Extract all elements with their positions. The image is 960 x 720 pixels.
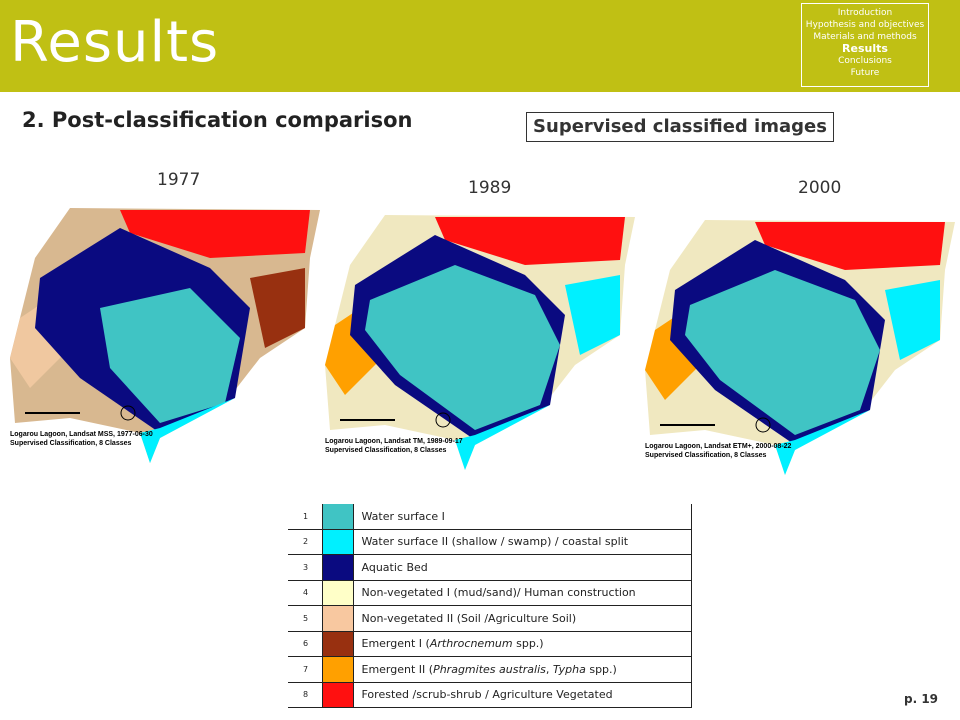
map-image: Logarou Lagoon, Landsat MSS, 1977-06-30 S… bbox=[10, 208, 320, 463]
map-caption: Supervised Classification, 8 Classes bbox=[325, 447, 446, 454]
east-area bbox=[250, 268, 305, 348]
label-part: Emergent I ( bbox=[361, 637, 430, 651]
map-caption: Supervised Classification, 8 Classes bbox=[645, 452, 766, 459]
class-label: Water surface II (shallow / swamp) / coa… bbox=[353, 529, 692, 555]
slide-title: Results bbox=[10, 10, 220, 75]
class-number: 8 bbox=[288, 682, 322, 708]
east-area bbox=[565, 275, 620, 355]
map-caption: Supervised Classification, 8 Classes bbox=[10, 440, 131, 447]
north-arrow bbox=[435, 412, 451, 428]
lagoon bbox=[100, 288, 240, 423]
map-year: 1989 bbox=[468, 178, 512, 198]
label-part: Aquatic Bed bbox=[361, 560, 428, 574]
lagoon bbox=[685, 270, 880, 435]
map-year: 2000 bbox=[798, 178, 842, 198]
label-part: Non-vegetated I (mud/sand)/ Human constr… bbox=[361, 586, 636, 600]
coast bbox=[775, 410, 870, 475]
nav-item: Results bbox=[842, 42, 888, 55]
legend-row: 7 Emergent II (Phragmites australis, Typh… bbox=[288, 656, 692, 683]
legend-row: 8 Forested /scrub-shrub / Agriculture Veg… bbox=[288, 682, 692, 708]
class-number: 7 bbox=[288, 656, 322, 683]
class-label: Emergent I (Arthrocnemum spp.) bbox=[353, 631, 692, 657]
north-area bbox=[120, 210, 310, 258]
map-caption: Logarou Lagoon, Landsat MSS, 1977-06-30 bbox=[10, 431, 153, 438]
label-part: Phragmites australis bbox=[433, 662, 546, 676]
map-caption: Logarou Lagoon, Landsat TM, 1989-09-17 bbox=[325, 438, 463, 445]
legend-row: 4 Non-vegetated I (mud/sand)/ Human const… bbox=[288, 580, 692, 606]
nav-box: Introduction Hypothesis and objectives Mat… bbox=[801, 3, 929, 87]
color-swatch bbox=[321, 580, 354, 606]
header-bar: Results Introduction Hypothesis and objec… bbox=[0, 0, 960, 92]
class-number: 5 bbox=[288, 605, 322, 632]
legend-row: 3 Aquatic Bed bbox=[288, 554, 692, 581]
subtitle: 2. Post-classification comparison bbox=[22, 108, 413, 132]
class-label: Water surface I bbox=[353, 504, 692, 530]
class-label: Forested /scrub-shrub / Agriculture Vege… bbox=[353, 682, 692, 708]
label-part: Typha bbox=[552, 662, 586, 676]
legend-row: 1 Water surface I bbox=[288, 504, 692, 530]
color-swatch bbox=[321, 682, 354, 708]
class-number: 6 bbox=[288, 631, 322, 657]
class-label: Non-vegetated I (mud/sand)/ Human constr… bbox=[353, 580, 692, 606]
label-part: spp.) bbox=[512, 637, 544, 651]
north-arrow bbox=[120, 405, 136, 421]
color-swatch bbox=[321, 554, 354, 581]
page-number: p. 19 bbox=[904, 692, 939, 706]
maps: Logarou Lagoon, Landsat MSS, 1977-06-30 S… bbox=[10, 208, 955, 475]
coast bbox=[140, 398, 235, 463]
class-number: 2 bbox=[288, 529, 322, 555]
map-year: 1977 bbox=[157, 170, 201, 190]
color-swatch bbox=[321, 605, 354, 632]
nav-item: Introduction bbox=[837, 8, 893, 18]
label-part: Water surface II (shallow / swamp) / coa… bbox=[361, 535, 629, 549]
legend-row: 2 Water surface II (shallow / swamp) / co… bbox=[288, 529, 692, 555]
color-swatch bbox=[321, 631, 354, 657]
boxed-heading: Supervised classified images bbox=[526, 112, 834, 142]
class-label: Non-vegetated II (Soil /Agriculture Soil… bbox=[353, 605, 692, 632]
color-swatch bbox=[321, 504, 354, 530]
nav-item: Materials and methods bbox=[813, 32, 917, 42]
label-part: , bbox=[545, 662, 553, 676]
legend-table: 1 Water surface I 2 Water surface II (shall… bbox=[288, 504, 692, 708]
north-arrow bbox=[755, 417, 771, 433]
label-part: Non-vegetated II (Soil /Agriculture Soil… bbox=[361, 611, 577, 625]
nav-item: Hypothesis and objectives bbox=[805, 20, 925, 30]
coast bbox=[455, 405, 550, 470]
nav-item: Conclusions bbox=[838, 56, 892, 66]
label-part: Emergent II ( bbox=[361, 662, 434, 676]
label-part: Water surface I bbox=[361, 509, 445, 523]
east-area bbox=[885, 280, 940, 360]
class-number: 1 bbox=[288, 504, 322, 530]
color-swatch bbox=[321, 529, 354, 555]
nav-item: Future bbox=[850, 68, 880, 78]
map-image: Logarou Lagoon, Landsat TM, 1989-09-17 Su… bbox=[325, 215, 635, 470]
class-number: 3 bbox=[288, 554, 322, 581]
label-part: Forested /scrub-shrub / Agriculture Vege… bbox=[361, 688, 613, 702]
label-part: spp.) bbox=[585, 662, 617, 676]
lagoon bbox=[365, 265, 560, 430]
map-caption: Logarou Lagoon, Landsat ETM+, 2000-08-22 bbox=[645, 443, 792, 450]
north-area bbox=[435, 217, 625, 265]
class-label: Aquatic Bed bbox=[353, 554, 692, 581]
legend-row: 6 Emergent I (Arthrocnemum spp.) bbox=[288, 631, 692, 657]
map-image: Logarou Lagoon, Landsat ETM+, 2000-08-22… bbox=[645, 220, 955, 475]
north-area bbox=[755, 222, 945, 270]
legend-row: 5 Non-vegetated II (Soil /Agriculture Soi… bbox=[288, 605, 692, 632]
label-part: Arthrocnemum bbox=[429, 637, 513, 651]
color-swatch bbox=[321, 656, 354, 683]
class-number: 4 bbox=[288, 580, 322, 606]
class-label: Emergent II (Phragmites australis, Typha… bbox=[353, 656, 692, 683]
